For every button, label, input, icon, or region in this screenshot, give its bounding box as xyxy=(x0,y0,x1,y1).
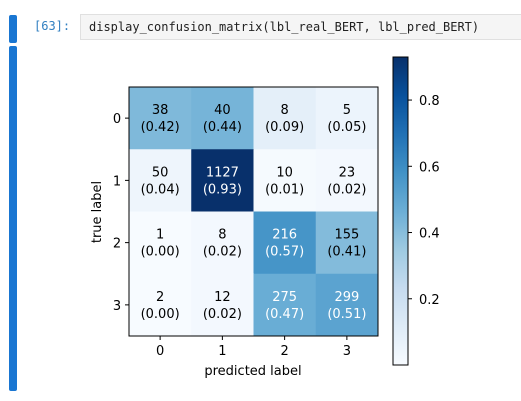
matrix-cell xyxy=(253,273,317,337)
cell-count: 8 xyxy=(218,228,226,243)
cell-count: 50 xyxy=(152,165,169,180)
cell-fraction: (0.02) xyxy=(203,307,242,322)
cell-count: 299 xyxy=(334,290,359,305)
matrix-cell xyxy=(191,149,254,212)
matrix-cell xyxy=(253,211,317,275)
colorbar-frame xyxy=(392,56,409,366)
matrix-cell xyxy=(315,211,379,275)
y-tick-label: 2 xyxy=(113,237,121,252)
code-cell-input[interactable]: display_confusion_matrix(lbl_real_BERT, … xyxy=(80,14,521,40)
y-tick-label: 1 xyxy=(113,174,121,189)
cell-count: 2 xyxy=(156,290,164,305)
cell-fraction: (0.41) xyxy=(327,245,366,260)
cell-prompt: [63]: xyxy=(34,19,71,33)
colorbar xyxy=(393,57,408,365)
matrix-cell xyxy=(191,273,254,337)
cell-fraction: (0.00) xyxy=(141,307,180,322)
cell-fraction: (0.47) xyxy=(265,307,304,322)
cell-fraction: (0.00) xyxy=(141,245,180,260)
colorbar-tick-label: 0.8 xyxy=(419,94,440,109)
matrix-cell xyxy=(191,211,254,275)
cell-fraction: (0.05) xyxy=(327,120,366,135)
cell-fraction: (0.93) xyxy=(203,182,242,197)
cell-collapse-bar-output[interactable] xyxy=(9,46,17,391)
cell-count: 10 xyxy=(276,165,293,180)
x-tick-label: 2 xyxy=(280,344,288,359)
matrix-cell xyxy=(315,87,379,150)
y-tick-label: 3 xyxy=(113,299,121,314)
cell-fraction: (0.51) xyxy=(327,307,366,322)
cell-fraction: (0.57) xyxy=(265,245,304,260)
cell-fraction: (0.01) xyxy=(265,182,304,197)
cell-count: 275 xyxy=(272,290,297,305)
cell-collapse-bar-input[interactable] xyxy=(9,15,17,43)
x-tick-label: 0 xyxy=(156,344,164,359)
matrix-cell xyxy=(191,87,254,150)
matrix-cell xyxy=(129,273,192,337)
colorbar-tick-label: 0.2 xyxy=(419,293,440,308)
cell-fraction: (0.42) xyxy=(141,120,180,135)
colorbar-tick-label: 0.6 xyxy=(419,160,440,175)
matrix-cell xyxy=(129,211,192,275)
cell-count: 23 xyxy=(339,165,356,180)
cell-count: 155 xyxy=(334,228,359,243)
cell-count: 5 xyxy=(343,103,351,118)
cell-count: 8 xyxy=(280,103,288,118)
cell-fraction: (0.02) xyxy=(327,182,366,197)
cell-count: 216 xyxy=(272,228,297,243)
cell-count: 40 xyxy=(214,103,231,118)
cell-fraction: (0.02) xyxy=(203,245,242,260)
x-axis-label: predicted label xyxy=(204,364,301,379)
matrix-cell xyxy=(315,273,379,337)
cell-count: 1127 xyxy=(206,165,239,180)
cell-count: 12 xyxy=(214,290,231,305)
cell-fraction: (0.09) xyxy=(265,120,304,135)
y-axis-label: true label xyxy=(90,181,105,243)
matrix-cell xyxy=(315,149,379,212)
cell-fraction: (0.04) xyxy=(141,182,180,197)
y-tick-label: 0 xyxy=(113,112,121,127)
code-text: display_confusion_matrix(lbl_real_BERT, … xyxy=(89,20,480,34)
cell-count: 1 xyxy=(156,228,164,243)
matrix-cell xyxy=(129,87,192,150)
matrix-cell xyxy=(253,149,317,212)
cell-fraction: (0.44) xyxy=(203,120,242,135)
matrix-cell xyxy=(129,149,192,212)
cell-count: 38 xyxy=(152,103,169,118)
colorbar-tick-label: 0.4 xyxy=(419,227,440,242)
matrix-cell xyxy=(253,87,317,150)
plot-frame xyxy=(128,86,379,337)
x-tick-label: 1 xyxy=(218,344,226,359)
x-tick-label: 3 xyxy=(343,344,351,359)
